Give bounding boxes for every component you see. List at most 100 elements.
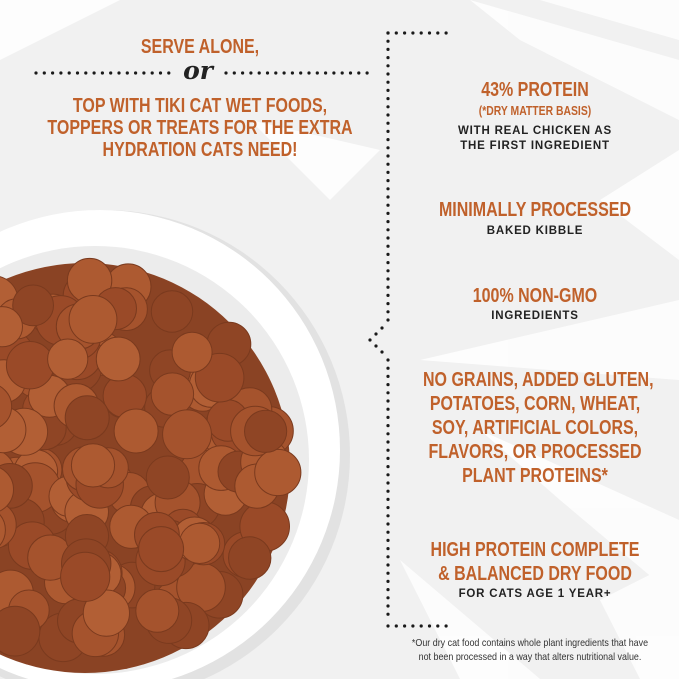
divider-dot — [224, 71, 228, 75]
feature-title: 100% NON-GMO — [472, 285, 598, 307]
divider-dot — [386, 285, 390, 289]
divider-dot — [386, 358, 390, 362]
divider-dot — [241, 71, 245, 75]
divider-dot — [403, 31, 407, 35]
divider-dot — [257, 71, 261, 75]
text-line: NO GRAINS, ADDED GLUTEN, — [423, 369, 654, 391]
divider-dot — [436, 624, 440, 628]
divider-dot — [386, 88, 390, 92]
divider-dot — [290, 71, 294, 75]
divider-dot — [386, 432, 390, 436]
divider-dot — [386, 604, 390, 608]
divider-dot — [386, 374, 390, 378]
divider-dot — [386, 252, 390, 256]
feature-title: HIGH PROTEIN COMPLETE & BALANCED DRY FOO… — [423, 538, 647, 586]
divider-dot — [386, 56, 390, 60]
divider-dot — [282, 71, 286, 75]
divider-dot — [386, 563, 390, 567]
text-line: THE FIRST INGREDIENT — [460, 140, 610, 152]
divider-dot — [386, 39, 390, 43]
divider-dot — [386, 522, 390, 526]
divider-dot — [411, 624, 415, 628]
kibble-piece — [47, 338, 89, 380]
divider-dot — [427, 31, 432, 35]
text-line: SOY, ARTIFICIAL COLORS, — [431, 417, 639, 439]
feature-subtitle: WITH REAL CHICKEN AS THE FIRST INGREDIEN… — [395, 124, 675, 154]
divider-dot — [374, 344, 378, 348]
divider-dot — [42, 71, 46, 75]
divider-dot — [386, 497, 390, 501]
divider-dot — [386, 236, 390, 240]
divider-dot — [386, 269, 390, 273]
divider-dot — [386, 318, 390, 322]
kibble-piece — [60, 551, 111, 602]
divider-dot — [386, 555, 390, 559]
divider-dot — [386, 195, 390, 199]
divider-dot — [394, 31, 398, 35]
divider-dot — [386, 203, 390, 207]
divider-dot — [386, 473, 390, 477]
divider-dot — [386, 277, 390, 281]
kibble-piece — [68, 295, 118, 344]
divider-dot — [386, 162, 390, 166]
divider-dot — [386, 97, 390, 101]
serve-alone-heading: SERVE ALONE, — [140, 36, 260, 58]
kibble-piece — [0, 514, 6, 546]
divider-dot — [386, 80, 390, 84]
divider-dot — [386, 506, 390, 510]
divider-dot — [109, 71, 113, 75]
divider-dot — [386, 146, 390, 150]
feature-title: 43% PROTEIN — [481, 79, 589, 101]
divider-dot — [403, 624, 407, 628]
feature-title: NO GRAINS, ADDED GLUTEN, POTATOES, CORN,… — [423, 368, 654, 488]
divider-dot — [386, 571, 390, 575]
divider-dot — [75, 71, 80, 75]
kibble-piece — [244, 409, 288, 453]
divider-dot — [386, 261, 390, 265]
divider-dot — [315, 71, 319, 75]
or-separator: or — [183, 56, 213, 85]
text-line: HIGH PROTEIN COMPLETE — [430, 539, 640, 561]
divider-dot — [386, 588, 390, 592]
divider-dot — [386, 456, 390, 460]
divider-dot — [67, 71, 71, 75]
feature-subtitle: INGREDIENTS — [491, 310, 579, 322]
divider-dot — [386, 489, 390, 493]
kibble-piece — [95, 336, 141, 382]
text-line: not been processed in a way that alters … — [418, 651, 642, 663]
feature-title: MINIMALLY PROCESSED — [438, 199, 632, 221]
divider-dot — [386, 448, 390, 452]
divider-dot — [380, 326, 384, 330]
divider-dot — [386, 138, 390, 142]
divider-dot — [386, 415, 390, 419]
divider-dot — [100, 71, 104, 75]
kibble-piece — [5, 341, 55, 390]
kibble-piece — [0, 385, 13, 428]
kibble-piece — [228, 536, 272, 580]
text-line: & BALANCED DRY FOOD — [438, 563, 632, 585]
divider-dot — [332, 71, 336, 75]
footnote: *Our dry cat food contains whole plant i… — [407, 636, 654, 664]
divider-dot — [386, 228, 390, 232]
divider-dot — [386, 399, 390, 403]
divider-dot — [386, 302, 390, 306]
divider-dot — [386, 538, 390, 543]
divider-dot — [374, 332, 378, 336]
divider-dot — [419, 31, 423, 35]
kibble-piece — [135, 588, 180, 633]
divider-dot — [386, 72, 390, 76]
divider-dot — [380, 350, 384, 354]
divider-dot — [274, 71, 278, 75]
text-line: TOP WITH TIKI CAT WET FOODS, — [72, 95, 328, 117]
divider-dot — [142, 71, 146, 75]
kibble-piece — [64, 395, 110, 441]
text-line: FLAVORS, OR PROCESSED — [428, 441, 642, 463]
divider-dot — [386, 383, 390, 387]
text-line: HYDRATION CATS NEED! — [102, 139, 298, 161]
divider-dot — [444, 31, 448, 35]
divider-dot — [411, 31, 415, 35]
divider-dot — [386, 579, 390, 584]
kibble-pile — [0, 257, 302, 663]
divider-dot — [386, 310, 390, 314]
divider-dot — [386, 244, 390, 248]
